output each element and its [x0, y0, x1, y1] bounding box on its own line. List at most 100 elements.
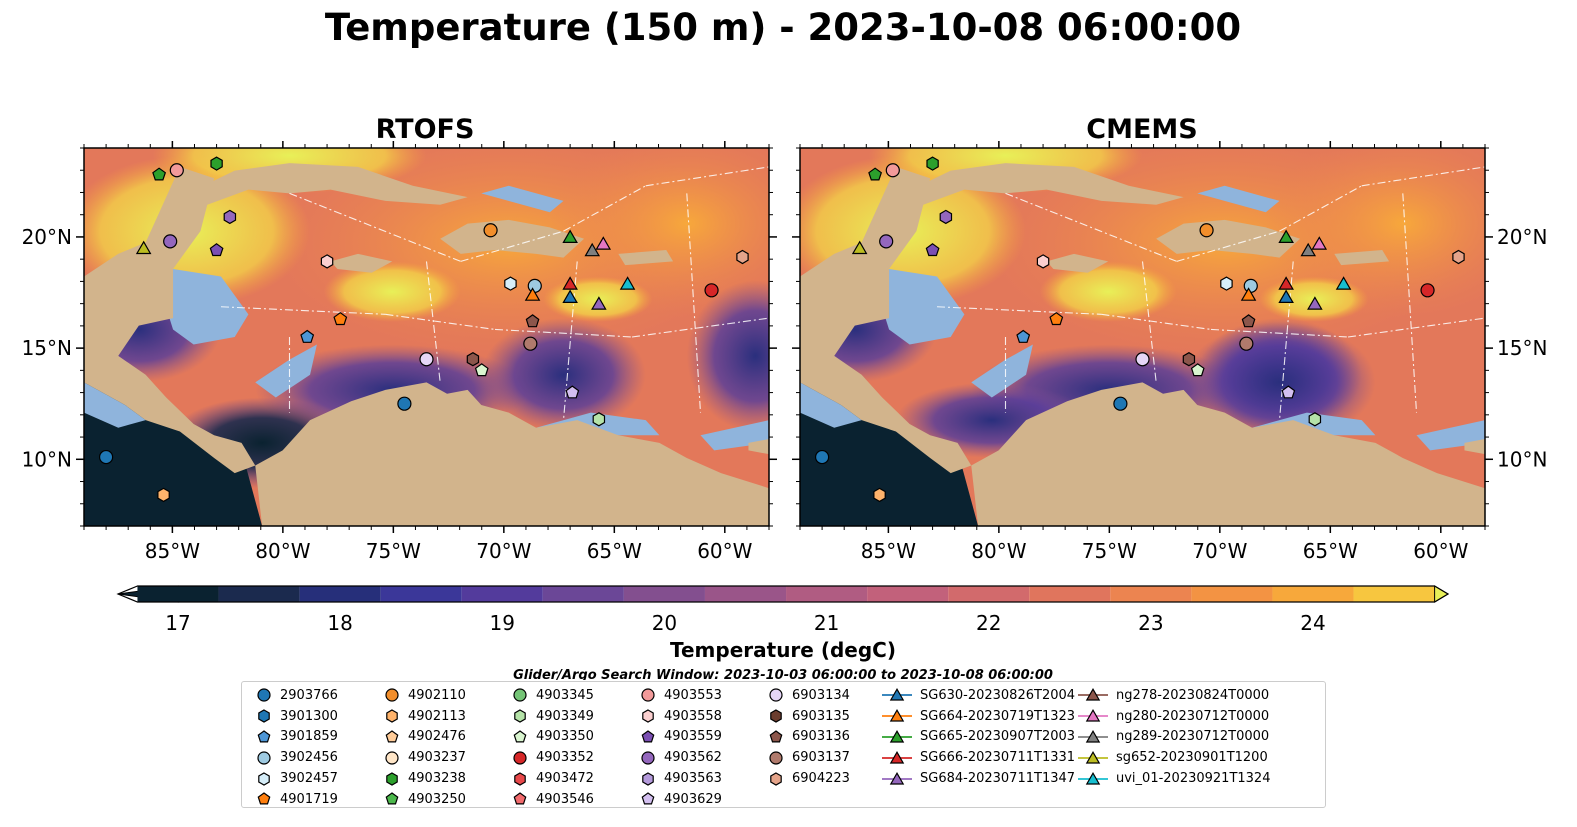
legend-label: 4903352 — [536, 750, 594, 766]
legend-item: 4903250 — [384, 789, 466, 810]
observation-marker — [595, 236, 612, 250]
colorbar-label: Temperature (degC) — [670, 638, 896, 662]
legend-item: 4902476 — [384, 727, 466, 748]
observation-marker — [169, 163, 184, 178]
legend-item: 4903553 — [640, 685, 722, 706]
x-tick-label: 75°W — [1082, 539, 1137, 563]
observation-marker — [1300, 242, 1317, 257]
legend-marker — [258, 771, 270, 786]
legend-marker — [641, 751, 655, 765]
observation-marker — [591, 296, 607, 310]
legend-item: 6903136 — [768, 727, 850, 748]
colorbar-extend-high — [1434, 585, 1449, 603]
legend-marker — [513, 730, 527, 743]
colorbar-tick-label: 20 — [652, 611, 677, 635]
legend-marker-icon — [385, 751, 399, 765]
legend-marker-icon — [641, 751, 655, 765]
legend-item: 4903558 — [640, 706, 722, 727]
observation-marker — [592, 412, 606, 427]
legend-marker-icon — [769, 730, 783, 743]
legend-label: 4902110 — [408, 687, 466, 703]
legend-marker — [257, 688, 271, 702]
legend-label: 4903558 — [664, 708, 722, 724]
observation-marker — [565, 385, 580, 399]
x-tick-label: 60°W — [697, 539, 752, 563]
legend-label: 2903766 — [280, 687, 338, 703]
legend-label: 3902456 — [280, 750, 338, 766]
legend-item: 4903349 — [512, 706, 594, 727]
legend-marker-icon — [1078, 771, 1108, 785]
legend-item: 4903345 — [512, 685, 594, 706]
legend-marker — [513, 688, 527, 702]
observation-marker — [562, 276, 578, 290]
colorbar-segment — [299, 586, 381, 602]
colorbar-segment — [1353, 586, 1435, 602]
legend-label: 4903472 — [536, 771, 594, 787]
x-tick-label: 65°W — [587, 539, 642, 563]
legend-column: 2903766 3901300 3901859 3902456 3902457 49017… — [256, 685, 338, 810]
colorbar-segment — [1191, 586, 1273, 602]
observation-marker — [885, 163, 900, 178]
colorbar-tick-label: 19 — [490, 611, 515, 635]
colorbar-segment — [948, 586, 1030, 602]
legend-item: sg652-20230901T1200 — [1078, 747, 1270, 768]
legend-marker-icon — [769, 751, 783, 765]
legend-marker-icon — [882, 729, 912, 743]
legend-marker — [641, 730, 655, 743]
legend-marker-icon — [513, 688, 527, 702]
legend-column: 4902110 4902113 4902476 4903237 4903238 49032… — [384, 685, 466, 810]
legend-marker — [889, 709, 905, 722]
legend-marker — [514, 709, 526, 723]
colorbar-segment — [623, 586, 705, 602]
legend-marker-icon — [386, 709, 398, 723]
legend-item: 4903237 — [384, 747, 466, 768]
legend-marker-icon — [642, 709, 654, 723]
observation-marker — [704, 283, 719, 298]
colorbar-tick-label: 23 — [1138, 611, 1163, 635]
legend-label: 3901300 — [280, 708, 338, 724]
observation-marker — [619, 276, 636, 290]
observation-marker — [152, 167, 167, 181]
legend-label: ng278-20230824T0000 — [1116, 687, 1270, 703]
map-panel-cmems: 85°W 80°W 75°W 70°W 65°W 60°W 20°N 15°N 10°N — [792, 141, 1547, 563]
legend-item: 3901859 — [256, 727, 338, 748]
observation-marker — [419, 352, 434, 367]
legend-marker-icon — [882, 750, 912, 764]
observation-marker — [562, 289, 578, 303]
observation-marker — [1240, 287, 1257, 301]
legend-label: 4903349 — [536, 708, 594, 724]
legend-item: SG630-20230826T2004 — [882, 685, 1075, 706]
x-tick-label: 80°W — [971, 539, 1026, 563]
observation-marker — [135, 240, 152, 255]
legend-item: 3902457 — [256, 768, 338, 789]
legend-marker-icon — [641, 792, 655, 805]
legend-marker — [385, 730, 399, 743]
observation-marker — [504, 276, 517, 291]
legend-marker — [385, 792, 399, 805]
legend-marker — [385, 751, 399, 765]
observation-marker — [210, 156, 223, 171]
legend-marker — [514, 771, 526, 786]
legend-marker — [258, 709, 270, 723]
legend-marker — [386, 771, 398, 786]
observation-marker — [1036, 254, 1050, 269]
legend-item: 4903562 — [640, 747, 722, 768]
legend-marker-icon — [513, 751, 527, 765]
legend-item: ng278-20230824T0000 — [1078, 685, 1270, 706]
legend-marker-icon — [770, 709, 782, 723]
legend-label: ng280-20230712T0000 — [1116, 708, 1270, 724]
colorbar-tick-label: 18 — [327, 611, 352, 635]
observation-marker — [562, 229, 578, 243]
legend-column: ng278-20230824T0000 ng280-20230712T0000 ng… — [1078, 685, 1270, 789]
observation-marker — [868, 167, 883, 181]
legend-marker — [641, 792, 655, 805]
observation-marker — [466, 352, 480, 367]
legend-item: 4903350 — [512, 727, 594, 748]
legend-item: SG664-20230719T1323 — [882, 706, 1075, 727]
legend-label: sg652-20230901T1200 — [1116, 750, 1268, 766]
legend-label: 4903238 — [408, 771, 466, 787]
observation-marker — [300, 329, 315, 343]
legend-label: uvi_01-20230921T1324 — [1116, 771, 1271, 787]
colorbar-segment — [1272, 586, 1354, 602]
